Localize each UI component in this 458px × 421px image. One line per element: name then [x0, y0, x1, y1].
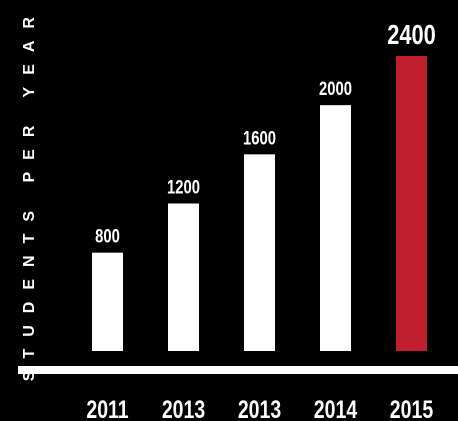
value-label-3: 2000	[319, 78, 352, 99]
value-label-0: 800	[95, 226, 120, 247]
value-label-2: 1600	[243, 128, 276, 149]
bar-0	[92, 252, 123, 351]
bar-3	[320, 105, 351, 352]
x-tick-label-4: 2015	[390, 396, 433, 421]
x-tick-label-2: 2013	[238, 396, 281, 421]
value-labels-group: 800 1200 1600 2000 2400	[95, 19, 436, 247]
x-tick-label-3: 2014	[314, 396, 358, 421]
value-label-1: 1200	[167, 177, 200, 198]
bar-4	[396, 56, 427, 351]
bars-group	[92, 56, 427, 352]
x-axis-line	[18, 366, 458, 374]
bar-1	[168, 203, 199, 351]
x-tick-label-0: 2011	[86, 396, 128, 421]
value-label-4: 2400	[387, 19, 436, 50]
x-tick-label-1: 2013	[162, 396, 205, 421]
bar-2	[244, 154, 275, 351]
x-tick-labels-group: 2011 2013 2013 2014 2015	[86, 396, 433, 421]
